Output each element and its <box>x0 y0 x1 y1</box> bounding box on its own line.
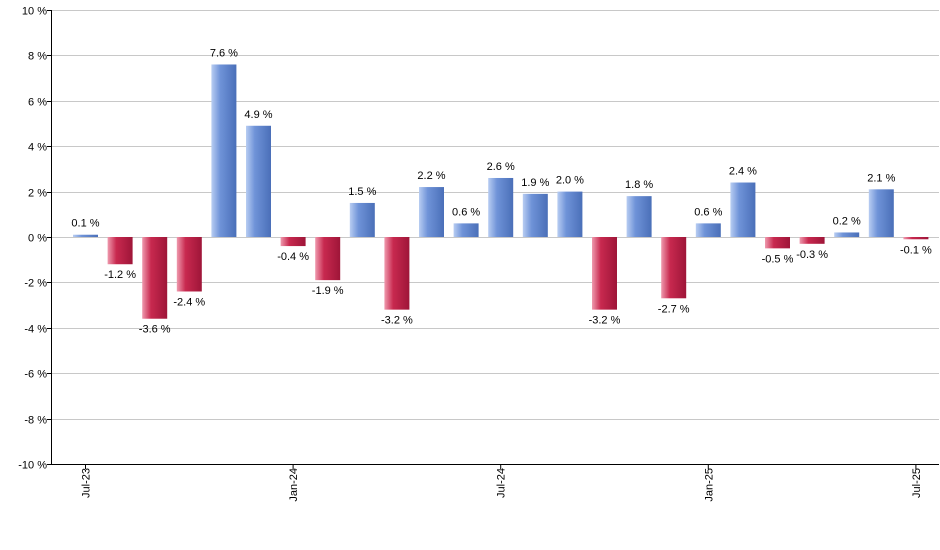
data-label: -0.1 % <box>900 244 932 256</box>
data-label: 2.6 % <box>487 161 515 173</box>
x-tick-label: Jul-25 <box>911 468 923 498</box>
data-label: -2.7 % <box>658 303 690 315</box>
bar-positive <box>522 193 548 237</box>
bar-negative <box>107 237 133 265</box>
data-label: 2.2 % <box>417 170 445 182</box>
data-label: 0.2 % <box>833 215 861 227</box>
data-label: 1.9 % <box>521 177 549 189</box>
bar-negative <box>176 237 202 292</box>
data-label: -2.4 % <box>173 296 205 308</box>
data-label: 2.1 % <box>867 172 895 184</box>
y-tick-label: 4 % <box>28 142 47 154</box>
bar-positive <box>211 64 237 237</box>
data-label: 0.6 % <box>452 206 480 218</box>
x-tick-label: Jul-24 <box>496 468 508 498</box>
bar-negative <box>315 237 341 281</box>
x-tick-label: Jan-24 <box>288 468 300 502</box>
data-label: 0.6 % <box>694 206 722 218</box>
bar-positive <box>868 189 894 237</box>
bar-positive <box>557 191 583 237</box>
bar-negative <box>384 237 410 310</box>
bar-positive <box>488 177 514 237</box>
y-tick-label: -10 % <box>18 460 47 472</box>
bars <box>73 64 929 319</box>
data-label: -1.9 % <box>312 285 344 297</box>
bar-positive <box>419 187 444 237</box>
data-label: -3.2 % <box>381 315 413 327</box>
data-label: -0.5 % <box>762 253 794 265</box>
bar-positive <box>626 196 652 237</box>
bar-positive <box>73 234 98 237</box>
bar-positive <box>349 202 375 237</box>
data-label: 2.4 % <box>729 166 757 178</box>
bar-negative <box>765 237 790 249</box>
bar-positive <box>730 182 756 237</box>
data-labels: 0.1 % -1.2 % -3.6 % -2.4 % 7.6 % 4.9 % -0.4 % -… <box>71 47 932 335</box>
x-tick-label: Jan-25 <box>703 468 715 502</box>
y-tick-label: 6 % <box>28 97 47 109</box>
bar-positive <box>246 125 271 237</box>
data-label: -3.2 % <box>589 315 621 327</box>
bar-positive <box>453 223 479 237</box>
y-tick-label: 2 % <box>28 188 47 200</box>
data-label: -1.2 % <box>104 269 136 281</box>
y-tick-label: -6 % <box>24 369 47 381</box>
data-label: -3.6 % <box>139 324 171 336</box>
bar-positive <box>695 223 721 237</box>
y-tick-label: 0 % <box>28 233 47 245</box>
bar-negative <box>142 237 168 319</box>
data-label: 4.9 % <box>244 109 272 121</box>
y-tick-label: -8 % <box>24 415 47 427</box>
data-label: 1.5 % <box>348 186 376 198</box>
bar-negative <box>903 237 929 240</box>
x-tick-label: Jul-23 <box>81 468 93 498</box>
bar-negative <box>592 237 617 310</box>
bar-negative <box>799 237 825 244</box>
bar-negative <box>661 237 687 299</box>
bar-positive <box>834 232 860 237</box>
y-tick-label: -2 % <box>24 278 47 290</box>
y-tick-label: 10 % <box>22 6 47 18</box>
data-label: 7.6 % <box>210 47 238 59</box>
y-tick-label: -4 % <box>24 324 47 336</box>
data-label: -0.3 % <box>796 249 828 261</box>
data-label: 0.1 % <box>71 218 99 230</box>
data-label: -0.4 % <box>277 251 309 263</box>
bar-negative <box>280 237 306 247</box>
data-label: 1.8 % <box>625 179 653 191</box>
data-label: 2.0 % <box>556 175 584 187</box>
axes: 10 % 8 % 6 % 4 % 2 % 0 % -2 % -4 % -6 % -8 % -10 %… <box>18 6 939 502</box>
y-tick-label: 8 % <box>28 51 47 63</box>
